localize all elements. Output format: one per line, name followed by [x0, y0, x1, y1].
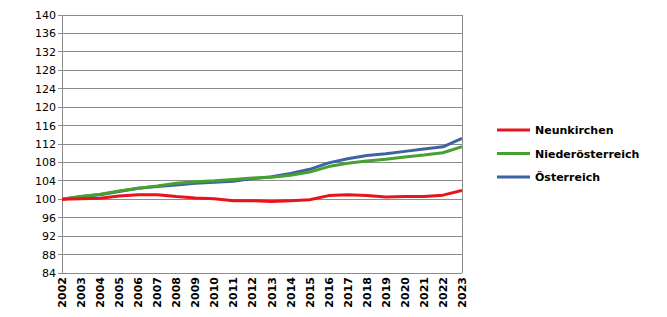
series-line	[62, 147, 462, 200]
y-tick	[58, 88, 62, 89]
grid-line	[62, 217, 462, 218]
y-tick	[58, 254, 62, 255]
y-tick	[58, 180, 62, 181]
y-tick-label: 108	[35, 156, 56, 169]
x-tick-label: 2018	[361, 277, 374, 308]
chart: 84 88 92 96 100 104 108 112 116 120 124 128 132 136 14…	[0, 0, 667, 317]
plot-area	[62, 138, 462, 201]
y-tick	[58, 107, 62, 108]
x-tick-label: 2020	[399, 277, 412, 308]
y-tick	[58, 33, 62, 34]
grid-line	[62, 180, 462, 181]
y-tick-label: 92	[42, 230, 56, 243]
y-tick-label: 136	[35, 27, 56, 40]
y-tick	[58, 162, 62, 163]
x-tick-label: 2016	[323, 277, 336, 308]
y-tick-label: 100	[35, 193, 56, 206]
y-tick-label: 84	[42, 267, 56, 280]
legend-label: Österreich	[535, 170, 600, 184]
x-tick-label: 2015	[304, 277, 317, 308]
series-line	[62, 138, 462, 199]
y-tick	[58, 15, 62, 16]
x-tick-label: 2021	[418, 277, 431, 308]
x-tick-label: 2006	[132, 277, 145, 308]
y-tick	[58, 199, 62, 200]
legend-swatch	[497, 176, 530, 179]
x-tick-label: 2011	[227, 277, 240, 308]
x-tick-label: 2010	[208, 277, 221, 308]
y-tick-label: 120	[35, 101, 56, 114]
x-tick-label: 2008	[170, 277, 183, 308]
grid-line	[62, 144, 462, 145]
x-tick-label: 2022	[437, 277, 450, 308]
y-tick-label: 128	[35, 64, 56, 77]
grid-line	[62, 88, 462, 89]
x-tick-label: 2007	[151, 277, 164, 308]
series-line	[62, 191, 462, 202]
y-tick	[58, 125, 62, 126]
y-tick-label: 116	[35, 120, 56, 133]
x-tick-label: 2023	[456, 277, 469, 308]
y-tick-label: 112	[35, 138, 56, 151]
y-tick-label: 124	[35, 83, 56, 96]
y-tick	[58, 144, 62, 145]
x-tick-label: 2017	[342, 277, 355, 308]
y-tick	[58, 217, 62, 218]
x-tick-label: 2005	[113, 277, 126, 308]
y-tick-label: 104	[35, 175, 56, 188]
grid-line	[62, 107, 462, 108]
plot-frame	[462, 15, 463, 273]
x-tick-label: 2014	[285, 277, 298, 308]
x-tick-label: 2002	[56, 277, 69, 308]
grid-line	[62, 70, 462, 71]
grid-line	[62, 236, 462, 237]
y-tick-label: 132	[35, 46, 56, 59]
grid-line	[62, 254, 462, 255]
x-tick-label: 2003	[75, 277, 88, 308]
grid-line	[62, 51, 462, 52]
x-tick-label: 2019	[380, 277, 393, 308]
y-tick-label: 96	[42, 212, 56, 225]
y-tick	[58, 70, 62, 71]
y-tick	[58, 273, 62, 274]
y-tick-label: 88	[42, 249, 56, 262]
x-tick-label: 2012	[246, 277, 259, 308]
y-tick	[58, 236, 62, 237]
grid-line	[62, 125, 462, 126]
y-tick-label: 140	[35, 9, 56, 22]
legend-label: Neunkirchen	[535, 124, 613, 137]
y-tick	[58, 51, 62, 52]
x-tick-label: 2013	[266, 277, 279, 308]
legend-label: Niederösterreich	[535, 148, 639, 161]
legend-swatch	[497, 129, 530, 132]
grid-line	[62, 15, 462, 16]
grid-line	[62, 273, 462, 274]
x-axis	[62, 273, 462, 274]
grid-line	[62, 162, 462, 163]
legend-swatch	[497, 152, 530, 155]
x-tick-label: 2004	[94, 277, 107, 308]
x-tick-label: 2009	[189, 277, 202, 308]
grid-line	[62, 33, 462, 34]
y-axis	[62, 15, 63, 273]
